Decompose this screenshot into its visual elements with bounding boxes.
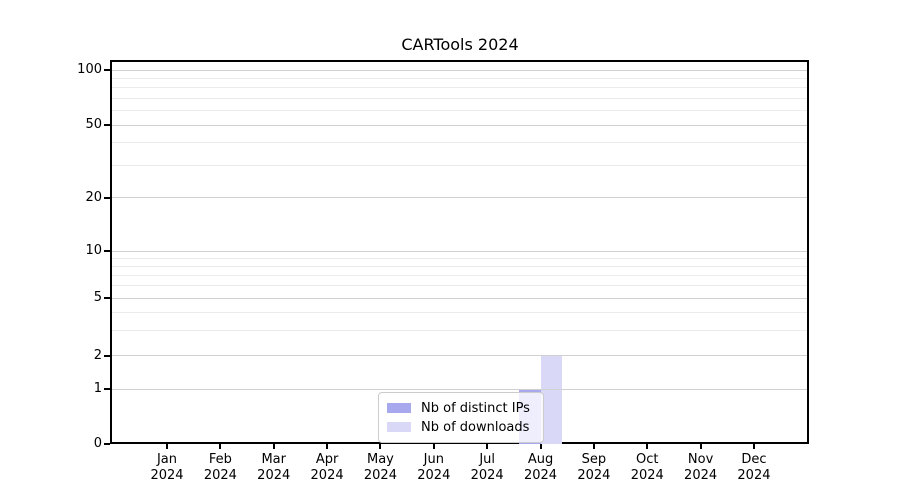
legend-label-downloads: Nb of downloads: [421, 419, 530, 435]
x-tick-mark-jun: [432, 444, 435, 449]
x-tick-label-dec: Dec 2024: [722, 452, 786, 483]
x-tick-month: Sep: [581, 452, 607, 467]
gridline-major-5: [112, 297, 807, 299]
gridline-minor-80: [112, 87, 807, 89]
x-tick-label-jun: Jun 2024: [402, 452, 466, 483]
x-tick-year: 2024: [257, 467, 291, 483]
x-tick-mark-jul: [486, 444, 489, 449]
gridline-minor-70: [112, 97, 807, 99]
x-tick-year: 2024: [684, 467, 718, 483]
x-tick-label-apr: Apr 2024: [295, 452, 359, 483]
gridline-minor-6: [112, 285, 807, 287]
x-tick-year: 2024: [470, 467, 504, 483]
gridline-minor-7: [112, 274, 807, 276]
x-tick-label-oct: Oct 2024: [615, 452, 679, 483]
x-tick-label-nov: Nov 2024: [669, 452, 733, 483]
x-tick-mark-dec: [752, 444, 755, 449]
x-tick-month: Mar: [261, 452, 286, 467]
x-tick-mark-nov: [699, 444, 702, 449]
y-tick-mark-2: [104, 354, 110, 357]
x-tick-month: Dec: [741, 452, 767, 467]
y-tick-label-50: 50: [85, 117, 102, 132]
legend-swatch-distinct-ips: [387, 403, 411, 413]
legend-item-downloads: Nb of downloads: [387, 418, 535, 436]
chart-title: CARTools 2024: [401, 35, 519, 54]
gridline-minor-3: [112, 329, 807, 331]
x-tick-year: 2024: [577, 467, 611, 483]
plot-area: [110, 60, 809, 444]
x-tick-month: May: [366, 452, 394, 467]
x-tick-mark-feb: [219, 444, 222, 449]
x-tick-label-aug: Aug 2024: [509, 452, 573, 483]
y-tick-mark-0: [104, 443, 110, 445]
y-tick-label-5: 5: [93, 290, 102, 305]
y-tick-label-100: 100: [77, 62, 102, 77]
gridline-major-1: [112, 388, 807, 390]
x-tick-mark-may: [379, 444, 382, 449]
y-tick-label-2: 2: [93, 347, 102, 363]
x-tick-year: 2024: [150, 467, 184, 483]
gridline-minor-8: [112, 265, 807, 267]
x-tick-month: Nov: [687, 452, 714, 467]
y-tick-label-10: 10: [85, 243, 102, 258]
x-tick-year: 2024: [737, 467, 771, 483]
gridline-minor-40: [112, 142, 807, 144]
gridline-major-2: [112, 355, 807, 356]
y-tick-mark-10: [104, 250, 110, 252]
x-tick-month: Feb: [208, 452, 232, 467]
legend-swatch-downloads: [387, 422, 411, 432]
gridline-minor-90: [112, 77, 807, 79]
x-tick-label-sep: Sep 2024: [562, 452, 626, 483]
y-tick-mark-100: [104, 69, 110, 71]
gridline-minor-4: [112, 311, 807, 313]
x-tick-mark-mar: [272, 444, 275, 449]
x-tick-mark-sep: [592, 444, 595, 449]
x-tick-label-mar: Mar 2024: [242, 452, 306, 483]
x-tick-month: Oct: [635, 452, 659, 467]
gridline-major-20: [112, 197, 807, 198]
x-tick-month: Aug: [527, 452, 554, 467]
gridline-minor-30: [112, 164, 807, 166]
x-tick-month: Jan: [156, 452, 178, 467]
x-tick-label-jan: Jan 2024: [135, 452, 199, 483]
gridline-major-50: [112, 124, 807, 126]
x-tick-mark-apr: [326, 444, 329, 449]
x-tick-label-jul: Jul 2024: [455, 452, 519, 483]
gridline-major-100: [112, 69, 807, 71]
legend-item-distinct-ips: Nb of distinct IPs: [387, 399, 535, 417]
x-tick-year: 2024: [417, 467, 451, 483]
gridline-minor-9: [112, 257, 807, 259]
y-tick-mark-5: [104, 297, 110, 299]
y-tick-mark-50: [104, 124, 110, 126]
y-tick-label-20: 20: [85, 189, 102, 205]
x-tick-label-feb: Feb 2024: [188, 452, 252, 483]
x-tick-year: 2024: [363, 467, 397, 483]
x-tick-month: Jul: [479, 452, 495, 467]
y-tick-mark-20: [104, 196, 110, 199]
legend-label-distinct-ips: Nb of distinct IPs: [421, 400, 530, 416]
x-tick-mark-aug: [539, 444, 542, 449]
legend: Nb of distinct IPs Nb of downloads: [378, 392, 544, 443]
x-tick-label-may: May 2024: [348, 452, 412, 483]
x-tick-year: 2024: [630, 467, 664, 483]
y-tick-label-1: 1: [93, 381, 102, 396]
bar-downloads-aug: [540, 355, 562, 444]
x-tick-year: 2024: [203, 467, 237, 483]
x-tick-year: 2024: [310, 467, 344, 483]
x-tick-mark-oct: [646, 444, 649, 449]
x-tick-month: Apr: [315, 452, 339, 467]
x-tick-month: Jun: [423, 452, 444, 467]
gridline-minor-60: [112, 110, 807, 112]
y-tick-label-0: 0: [93, 436, 102, 451]
y-tick-mark-1: [104, 388, 110, 390]
x-tick-mark-jan: [166, 444, 168, 449]
x-tick-year: 2024: [523, 467, 558, 483]
gridline-major-10: [112, 250, 807, 252]
